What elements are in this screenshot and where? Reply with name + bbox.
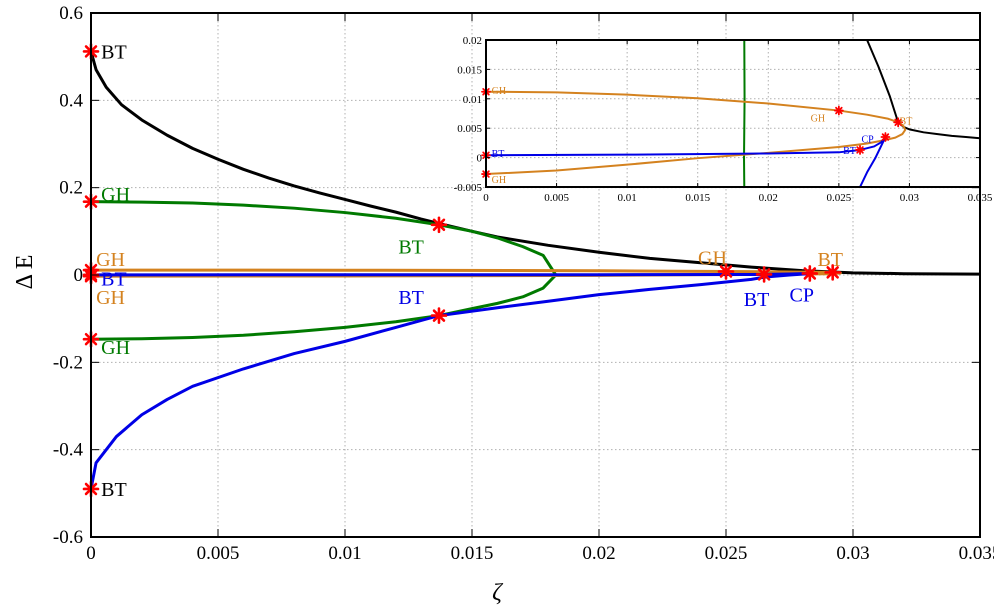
- inset-series-line-1: [743, 40, 746, 187]
- inset-x-tick-label: 0.015: [685, 192, 710, 204]
- main-x-tick-label: 0.035: [959, 543, 994, 564]
- main-point-label-9: GH: [698, 248, 727, 270]
- inset-series-line-2: [486, 90, 907, 176]
- inset-y-tick-label: 0.02: [463, 35, 482, 47]
- inset-y-tick-label: 0.015: [457, 64, 482, 76]
- main-y-tick-label: 0.4: [59, 90, 83, 111]
- main-y-tick-label: -0.2: [53, 352, 83, 373]
- inset-y-tick-label: 0.01: [463, 94, 482, 106]
- main-x-tick-label: 0.025: [705, 543, 748, 564]
- inset-point-label-3: GH: [811, 114, 825, 125]
- inset-y-tick-label: -0.005: [454, 182, 483, 194]
- inset-point-label-2: GH: [492, 175, 506, 186]
- inset-x-tick-label: 0.01: [618, 192, 637, 204]
- main-point-label-2: GH: [96, 249, 125, 271]
- main-series-group: [91, 49, 980, 491]
- main-y-tick-label: -0.4: [53, 440, 84, 461]
- main-point-label-7: BT: [398, 237, 424, 259]
- inset-series-group: [486, 40, 980, 187]
- main-bifurcation-point-10: [755, 266, 773, 283]
- inset-x-tick-label: 0.025: [826, 192, 851, 204]
- main-point-label-4: GH: [96, 287, 125, 309]
- main-point-label-12: BT: [817, 249, 843, 271]
- main-point-label-8: BT: [398, 287, 424, 309]
- main-bifurcation-point-12: [824, 264, 841, 281]
- y-axis-title: Δ E: [12, 255, 38, 290]
- inset-series-line-0: [866, 40, 980, 140]
- main-plot: 0 0.005 0.01 0.015 0.02 0.025 0.03 0.035 -0.6 -0.…: [53, 3, 994, 564]
- inset-series-line-3: [486, 136, 887, 157]
- main-y-tick-label: 0.2: [59, 178, 83, 199]
- main-point-label-3: BT: [101, 268, 127, 290]
- inset-point-label-6: BT: [900, 117, 913, 128]
- inset-x-tick-label: 0: [483, 192, 489, 204]
- main-bifurcation-point-8: [430, 307, 448, 324]
- main-series-line-3: [91, 272, 812, 491]
- main-x-tick-label: 0.015: [451, 543, 494, 564]
- inset-bifurcation-point-5: [880, 132, 891, 142]
- inset-point-label-4: BT: [843, 146, 856, 157]
- inset-bifurcation-point-4: [855, 145, 865, 155]
- main-bifurcation-point-9: [717, 263, 735, 280]
- x-axis-title: ζ: [492, 580, 504, 606]
- main-point-label-5: GH: [101, 337, 130, 359]
- inset-axes-frame: [485, 39, 981, 188]
- main-x-tick-label: 0.01: [328, 543, 361, 564]
- main-bifurcation-point-11: [801, 265, 819, 282]
- main-point-label-0: BT: [101, 41, 127, 63]
- main-x-tick-label: 0.03: [836, 543, 869, 564]
- main-point-label-10: BT: [744, 289, 770, 311]
- main-series-line-0: [91, 49, 980, 276]
- main-series-line-4: [91, 271, 812, 277]
- inset-x-tick-label: 0.005: [544, 192, 569, 204]
- inset-background: [485, 39, 981, 188]
- inset-x-tick-label: 0.02: [759, 192, 778, 204]
- main-point-label-11: CP: [790, 285, 814, 307]
- inset-point-label-0: GH: [492, 86, 506, 97]
- inset-bifurcation-point-6: [893, 117, 904, 128]
- main-x-tick-label: 0.02: [582, 543, 615, 564]
- main-y-tick-label: 0: [74, 265, 84, 286]
- inset-point-label-5: CP: [861, 134, 874, 145]
- inset-plot: 0 0.005 0.01 0.015 0.02 0.025 0.03 0.035-0.0050…: [454, 35, 993, 204]
- inset-x-tick-label: 0.03: [900, 192, 920, 204]
- inset-y-tick-label: 0: [477, 153, 483, 165]
- main-y-tick-label: -0.6: [53, 527, 83, 548]
- main-y-tick-label: 0.6: [59, 3, 83, 24]
- main-bifurcation-point-7: [430, 216, 448, 234]
- main-point-label-1: GH: [101, 184, 130, 206]
- inset-point-label-1: BT: [492, 149, 505, 160]
- main-x-tick-label: 0.005: [197, 543, 240, 564]
- inset-x-tick-label: 0.035: [968, 192, 993, 204]
- inset-series-line-4: [859, 136, 887, 187]
- inset-y-tick-label: 0.005: [457, 123, 482, 135]
- main-point-label-6: BT: [101, 479, 127, 501]
- inset-bifurcation-point-3: [833, 105, 844, 116]
- main-x-tick-label: 0: [86, 543, 96, 564]
